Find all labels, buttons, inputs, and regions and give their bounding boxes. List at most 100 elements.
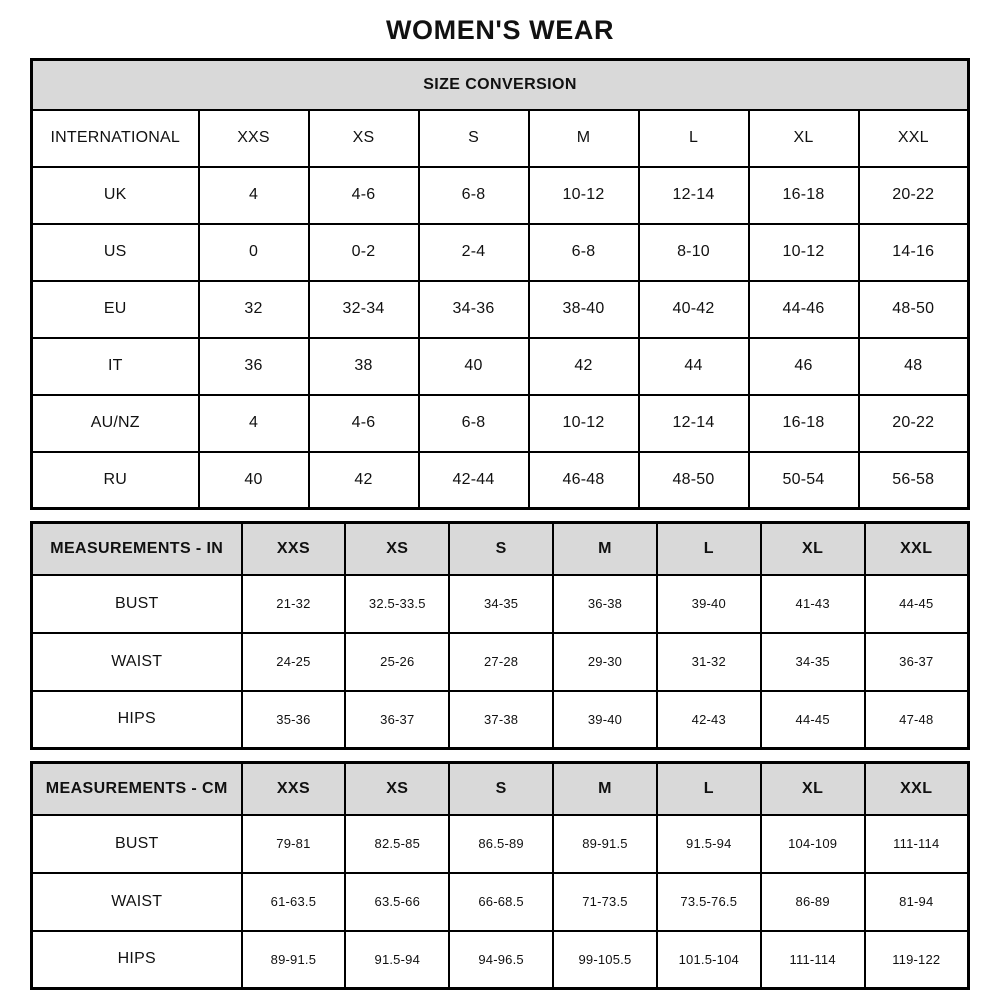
cell-value: 36-37 <box>863 631 970 692</box>
cell-value: 46-48 <box>527 450 640 510</box>
table-row: HIPS 89-91.5 91.5-94 94-96.5 99-105.5 101.5-1… <box>30 929 970 990</box>
cell-value: 14-16 <box>857 222 970 282</box>
cell-value: 42-43 <box>655 689 762 750</box>
cell-value: 36-38 <box>552 573 658 634</box>
size-column-header: XXL <box>863 521 970 576</box>
cell-value: 44-45 <box>863 573 970 634</box>
cell-value: 10-12 <box>747 222 860 282</box>
size-column-header: XXS <box>240 761 347 816</box>
cell-value: 42 <box>527 336 640 396</box>
row-label: UK <box>30 165 200 225</box>
cell-value: 16-18 <box>747 165 860 225</box>
cell-value: 40 <box>197 450 310 510</box>
cell-value: 91.5-94 <box>344 929 451 990</box>
row-label: RU <box>30 450 200 510</box>
size-column-header: S <box>448 521 555 576</box>
cell-value: 38 <box>307 336 420 396</box>
table-row: BUST 79-81 82.5-85 86.5-89 89-91.5 91.5-94 104… <box>30 813 970 874</box>
row-label: AU/NZ <box>30 393 200 453</box>
size-column-header: L <box>655 761 762 816</box>
row-label: WAIST <box>30 871 243 932</box>
cell-value: 37-38 <box>448 689 555 750</box>
cell-value: 111-114 <box>759 929 866 990</box>
cell-value: 44 <box>637 336 750 396</box>
size-column-header: XL <box>759 761 866 816</box>
cell-value: 35-36 <box>240 689 347 750</box>
cell-value: 12-14 <box>637 165 750 225</box>
cell-value: 86.5-89 <box>448 813 555 874</box>
cell-value: 25-26 <box>344 631 451 692</box>
cell-value: 79-81 <box>240 813 347 874</box>
cell-value: 73.5-76.5 <box>655 871 762 932</box>
cell-value: 24-25 <box>240 631 347 692</box>
cell-value: 48 <box>857 336 970 396</box>
table-row: BUST 21-32 32.5-33.5 34-35 36-38 39-40 41-43 44… <box>30 573 970 634</box>
cell-value: 38-40 <box>527 279 640 339</box>
measurements-in-body: BUST 21-32 32.5-33.5 34-35 36-38 39-40 41-43 44… <box>30 573 970 750</box>
row-label: HIPS <box>30 929 243 990</box>
cell-value: 21-32 <box>240 573 347 634</box>
size-column-header: L <box>655 521 762 576</box>
cell-value: 63.5-66 <box>344 871 451 932</box>
size-column-header: XXS <box>240 521 347 576</box>
cell-value: 32.5-33.5 <box>344 573 451 634</box>
cell-value: 31-32 <box>655 631 762 692</box>
size-column-header: XL <box>747 108 860 168</box>
size-conversion-table: SIZE CONVERSION INTERNATIONAL XXS XS S M L XL X… <box>30 58 970 510</box>
table-row: EU 32 32-34 34-36 38-40 40-42 44-46 48-50 <box>30 279 970 339</box>
cell-value: 29-30 <box>552 631 658 692</box>
cell-value: 6-8 <box>527 222 640 282</box>
size-column-header: XXL <box>857 108 970 168</box>
cell-value: 101.5-104 <box>655 929 762 990</box>
row-label: EU <box>30 279 200 339</box>
cell-value: 44-46 <box>747 279 860 339</box>
table-row: WAIST 61-63.5 63.5-66 66-68.5 71-73.5 73.5-76… <box>30 871 970 932</box>
cell-value: 12-14 <box>637 393 750 453</box>
cell-value: 4 <box>197 165 310 225</box>
cell-value: 34-35 <box>759 631 866 692</box>
cell-value: 119-122 <box>863 929 970 990</box>
cell-value: 36-37 <box>344 689 451 750</box>
cell-value: 36 <box>197 336 310 396</box>
measurements-in-header-row: MEASUREMENTS - IN XXS XS S M L XL XXL <box>30 521 970 576</box>
size-column-header: XXL <box>863 761 970 816</box>
cell-value: 47-48 <box>863 689 970 750</box>
cell-value: 10-12 <box>527 393 640 453</box>
cell-value: 104-109 <box>759 813 866 874</box>
cell-value: 32 <box>197 279 310 339</box>
cell-value: 81-94 <box>863 871 970 932</box>
table-row: UK 4 4-6 6-8 10-12 12-14 16-18 20-22 <box>30 165 970 225</box>
cell-value: 39-40 <box>655 573 762 634</box>
cell-value: 94-96.5 <box>448 929 555 990</box>
size-conversion-body: INTERNATIONAL XXS XS S M L XL XXL UK 4 4-6 6-8 10-12… <box>30 108 970 510</box>
cell-value: 89-91.5 <box>240 929 347 990</box>
table-row: RU 40 42 42-44 46-48 48-50 50-54 56-58 <box>30 450 970 510</box>
size-column-header: XXS <box>197 108 310 168</box>
cell-value: 0 <box>197 222 310 282</box>
measurements-cm-body: BUST 79-81 82.5-85 86.5-89 89-91.5 91.5-94 104… <box>30 813 970 990</box>
size-conversion-banner-row: SIZE CONVERSION <box>30 58 970 111</box>
cell-value: 50-54 <box>747 450 860 510</box>
row-label: IT <box>30 336 200 396</box>
column-header-row: INTERNATIONAL XXS XS S M L XL XXL <box>30 108 970 168</box>
cell-value: 20-22 <box>857 393 970 453</box>
cell-value: 61-63.5 <box>240 871 347 932</box>
row-label: HIPS <box>30 689 243 750</box>
cell-value: 89-91.5 <box>552 813 658 874</box>
row-label-header: INTERNATIONAL <box>30 108 200 168</box>
cell-value: 10-12 <box>527 165 640 225</box>
row-label: US <box>30 222 200 282</box>
cell-value: 2-4 <box>417 222 530 282</box>
cell-value: 34-36 <box>417 279 530 339</box>
cell-value: 111-114 <box>863 813 970 874</box>
size-column-header: XS <box>307 108 420 168</box>
measurements-header-label: MEASUREMENTS - CM <box>30 761 243 816</box>
cell-value: 4-6 <box>307 393 420 453</box>
table-row: HIPS 35-36 36-37 37-38 39-40 42-43 44-45 47-48 <box>30 689 970 750</box>
size-column-header: L <box>637 108 750 168</box>
cell-value: 34-35 <box>448 573 555 634</box>
cell-value: 44-45 <box>759 689 866 750</box>
cell-value: 4-6 <box>307 165 420 225</box>
cell-value: 48-50 <box>637 450 750 510</box>
